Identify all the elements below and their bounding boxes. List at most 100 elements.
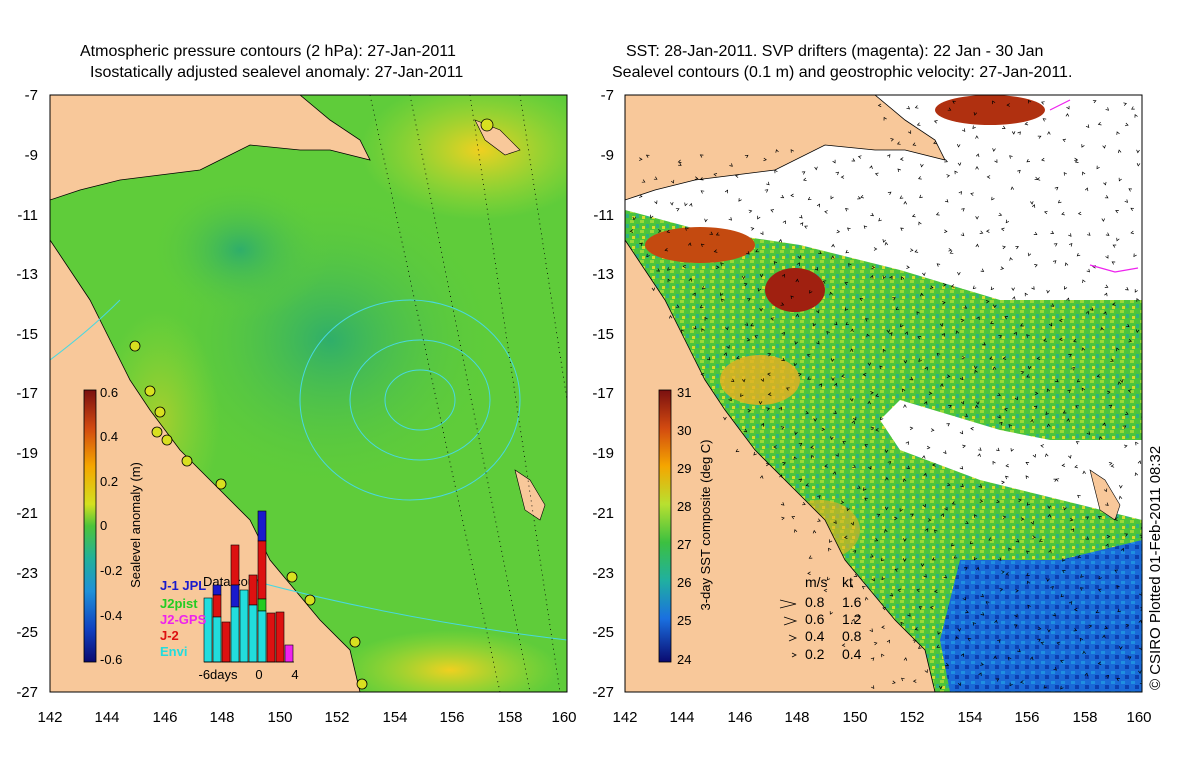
velocity-arrow [1080,574,1084,578]
velocity-arrow [770,317,775,321]
velocity-arrow [875,393,879,397]
velocity-arrow [835,171,840,176]
velocity-arrow [876,513,881,518]
velocity-legend-ms: 0.2 [805,646,825,662]
velocity-arrow [910,513,914,517]
velocity-arrow [704,218,708,223]
velocity-arrow [960,483,964,488]
velocity-arrow [874,172,879,177]
velocity-arrow [956,143,961,148]
velocity-arrow [946,374,951,378]
velocity-arrow [906,105,911,110]
velocity-arrow [1112,302,1116,306]
velocity-arrow [639,242,643,246]
velocity-arrow [940,513,944,517]
data-count-legend: J-1 JPL J2pist J2-GPS J-2 Envi [160,578,207,659]
velocity-arrow [848,262,852,267]
velocity-arrow [880,557,885,562]
velocity-arrow [939,323,944,327]
velocity-arrow [890,138,894,142]
velocity-arrow [1004,407,1008,412]
velocity-arrow [1060,659,1064,664]
velocity-arrow [667,267,671,271]
velocity-arrow [882,606,886,611]
velocity-arrow [1117,381,1122,385]
velocity-arrow [1116,678,1121,682]
velocity-arrow [728,217,732,221]
velocity-arrow [920,563,925,567]
velocity-arrow [1040,641,1045,645]
velocity-arrow [975,216,979,220]
velocity-arrow [871,265,876,270]
velocity-arrow [828,539,833,543]
velocity-arrow [831,243,835,248]
velocity-arrow [1058,337,1063,342]
right-x-tick: 146 [727,709,752,726]
velocity-arrow [1098,575,1102,580]
velocity-arrow [1134,472,1139,477]
velocity-arrow [869,628,873,633]
right-colorbar-label: 3-day SST composite (deg C) [698,440,713,611]
velocity-arrow [1111,261,1116,265]
velocity-arrow [917,336,922,340]
velocity-arrow [816,340,820,345]
velocity-arrow [795,278,799,283]
right-colorbar-tick: 30 [677,423,691,438]
velocity-arrow [1053,243,1058,247]
velocity-arrow [759,308,763,312]
velocity-arrow [957,162,962,167]
velocity-arrow [1009,257,1013,261]
velocity-arrow [810,445,814,449]
velocity-arrow [975,243,979,248]
velocity-arrow [978,484,983,488]
velocity-arrow [678,162,682,166]
right-y-tick: -25 [592,624,614,641]
velocity-arrow [826,576,831,581]
velocity-arrow [840,175,845,179]
velocity-arrow [998,335,1003,339]
velocity-arrow [1085,310,1090,315]
velocity-arrow [1088,624,1093,628]
velocity-arrow [1082,470,1086,475]
velocity-arrow [860,194,864,199]
velocity-arrow [847,227,851,231]
left-x-tick: 148 [209,709,234,726]
velocity-arrow [1082,279,1086,284]
velocity-arrow [1120,547,1125,552]
velocity-arrow [870,685,875,689]
velocity-arrow [1136,149,1140,154]
velocity-arrow [699,177,704,181]
velocity-arrow [790,295,794,299]
velocity-arrow [715,232,720,236]
velocity-arrow [1119,485,1123,489]
velocity-arrow [873,641,878,646]
velocity-arrow [1105,674,1110,679]
velocity-legend-kt: 0.8 [842,628,862,644]
velocity-arrow [802,501,806,506]
velocity-arrow [1074,159,1079,163]
velocity-arrow [677,159,682,163]
velocity-arrow [903,404,907,408]
velocity-arrow [914,105,919,109]
velocity-arrow [794,341,798,345]
velocity-arrow [975,566,980,571]
velocity-arrow [1002,125,1006,129]
velocity-arrow [1074,157,1078,162]
velocity-arrow [682,264,687,269]
velocity-arrow [985,299,990,304]
velocity-arrow [1048,549,1052,554]
velocity-arrow [909,248,914,252]
velocity-arrow [1081,387,1085,392]
right-y-tick: -7 [601,87,614,104]
sst-warm-patch [765,268,825,312]
velocity-arrow [887,191,892,196]
velocity-arrow [734,174,739,178]
velocity-arrow [1009,155,1013,159]
velocity-arrow [994,619,998,624]
velocity-arrow [852,550,857,554]
velocity-arrow [967,637,972,642]
legend-jason1: J-1 JPL [160,578,206,593]
velocity-arrow [1036,177,1041,181]
velocity-arrow [900,276,905,280]
velocity-arrow [911,213,916,218]
